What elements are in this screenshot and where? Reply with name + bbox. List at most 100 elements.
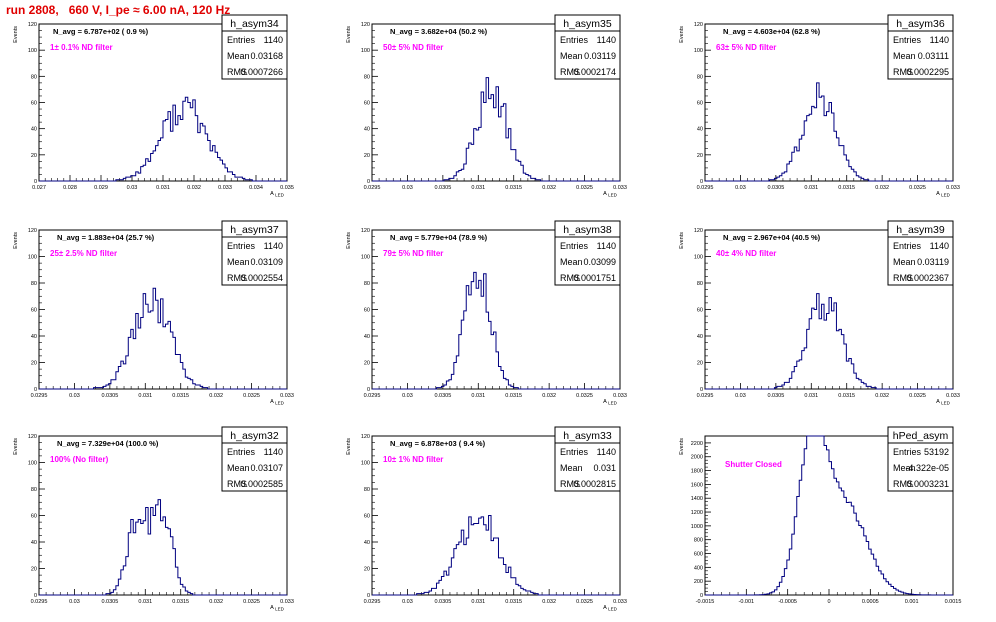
x-tick-label: 0.031	[471, 393, 485, 399]
stats-label-entries: Entries	[893, 447, 922, 457]
histogram-line	[705, 435, 953, 596]
y-tick-label: 60	[364, 514, 370, 520]
x-tick-label: 0.03	[735, 185, 746, 191]
histogram-name: h_asym35	[563, 18, 612, 30]
y-tick-label: 600	[694, 552, 703, 558]
x-tick-label: 0.033	[613, 185, 627, 191]
y-tick-label: 100	[361, 461, 370, 467]
x-tick-label: 0.0315	[505, 185, 522, 191]
x-tick-label: 0.0325	[576, 599, 593, 605]
stats-label-mean: Mean	[893, 51, 916, 61]
y-tick-label: 0	[700, 387, 703, 393]
histogram-name: h_asym38	[563, 224, 612, 236]
x-tick-label: 0.031	[471, 185, 485, 191]
x-tick-label: 0.033	[280, 599, 294, 605]
x-tick-label: 0.032	[542, 599, 556, 605]
y-tick-label: 0	[700, 179, 703, 185]
y-tick-label: 40	[697, 334, 703, 340]
y-tick-label: 40	[364, 127, 370, 133]
stats-value-rms: 0.0001751	[573, 273, 616, 283]
x-tick-label: 0.033	[946, 393, 960, 399]
y-axis-title: Events	[13, 438, 19, 455]
x-tick-label: 0.032	[542, 393, 556, 399]
y-tick-label: 120	[694, 22, 703, 28]
stats-value-rms: 0.0002554	[240, 273, 283, 283]
x-tick-label: -0.0015	[696, 599, 715, 605]
y-tick-label: 80	[31, 281, 37, 287]
x-tick-label: 0.001	[905, 599, 919, 605]
y-tick-label: 2200	[691, 441, 703, 447]
stats-value-rms: 0.0002815	[573, 479, 616, 489]
histogram-line	[372, 271, 620, 390]
histogram-name: h_asym32	[230, 430, 279, 442]
navg-label: N_avg = 3.682e+04 (50.2 %)	[390, 27, 488, 36]
y-tick-label: 100	[361, 48, 370, 54]
y-axis-title: Events	[13, 232, 19, 249]
stats-value-mean: -4.322e-05	[905, 463, 949, 473]
x-tick-label: 0.0295	[364, 393, 381, 399]
stats-values-box	[221, 442, 288, 492]
stats-value-mean: 0.03119	[917, 257, 949, 267]
navg-label: N_avg = 4.603e+04 (62.8 %)	[723, 27, 821, 36]
stats-label-rms: RMS	[560, 479, 580, 489]
stats-values-box	[554, 442, 621, 492]
y-tick-label: 2000	[691, 455, 703, 461]
stats-value-rms: 0.0002174	[573, 67, 616, 77]
y-axis-title: Events	[346, 26, 352, 43]
y-tick-label: 0	[34, 179, 37, 185]
stats-value-mean: 0.03107	[250, 463, 283, 473]
y-axis-title: Events	[679, 232, 685, 249]
stats-value-mean: 0.03119	[584, 51, 616, 61]
stats-value-mean: 0.03109	[250, 257, 283, 267]
stats-value-rms: 0.0002295	[906, 67, 949, 77]
histogram-panel-h_asym35: 0 20 40 60 80 100 120 0.0295 0.03 0.0305 0.031 0.03…	[346, 14, 627, 198]
stats-label-entries: Entries	[227, 447, 256, 457]
x-tick-label: 0.0315	[172, 393, 189, 399]
stats-value-mean: 0.031	[593, 463, 616, 473]
x-tick-label: 0.03	[402, 393, 413, 399]
stats-values-box	[554, 30, 621, 80]
x-tick-label: 0.0295	[364, 599, 381, 605]
stats-value-entries: 1140	[597, 241, 616, 251]
histogram-line	[39, 499, 287, 596]
x-tick-label: 0.029	[94, 185, 108, 191]
stats-box: h_asym34 Entries 1140 Mean 0.03168RMS0.00072…	[221, 14, 288, 80]
stats-label-rms: RMS	[893, 479, 913, 489]
y-tick-label: 80	[31, 487, 37, 493]
y-tick-label: 80	[31, 74, 37, 80]
y-tick-label: 1400	[691, 496, 703, 502]
histogram-line	[372, 515, 620, 596]
x-tick-label: 0.033	[946, 185, 960, 191]
y-tick-label: 60	[31, 101, 37, 107]
stats-value-entries: 1140	[597, 447, 616, 457]
navg-label: N_avg = 2.967e+04 (40.5 %)	[723, 233, 821, 242]
stats-label-entries: Entries	[560, 35, 589, 45]
y-tick-label: 80	[364, 281, 370, 287]
histogram-line	[372, 77, 620, 182]
y-tick-label: 0	[34, 387, 37, 393]
stats-label-mean: Mean	[893, 257, 916, 267]
stats-value-rms: 0.0002367	[906, 273, 949, 283]
stats-label-entries: Entries	[893, 241, 922, 251]
x-tick-label: 0.0325	[576, 185, 593, 191]
y-tick-label: 100	[694, 48, 703, 54]
stats-label-entries: Entries	[560, 241, 589, 251]
x-tick-label: 0.032	[875, 185, 889, 191]
x-tick-label: 0.03	[69, 599, 80, 605]
y-tick-label: 120	[28, 228, 37, 234]
x-tick-label: 0.0325	[576, 393, 593, 399]
y-tick-label: 200	[694, 579, 703, 585]
x-tick-label: 0.0315	[838, 185, 855, 191]
stats-label-mean: Mean	[560, 257, 583, 267]
stats-box: h_asym39 Entries 1140 Mean 0.03119 RMS0.00023…	[887, 220, 954, 286]
x-tick-label: 0.033	[613, 393, 627, 399]
stats-label-rms: RMS	[560, 273, 580, 283]
stats-value-entries: 1140	[930, 35, 949, 45]
stats-label-rms: RMS	[893, 273, 913, 283]
y-tick-label: 0	[367, 387, 370, 393]
x-tick-label: 0.0305	[767, 185, 784, 191]
y-tick-label: 100	[28, 255, 37, 261]
x-tick-label: 0.0325	[909, 185, 926, 191]
histogram-panel-hPed_asym: 0 200 400 600 800 1000 1200 1400 1600 1800 2000 220…	[679, 426, 961, 605]
